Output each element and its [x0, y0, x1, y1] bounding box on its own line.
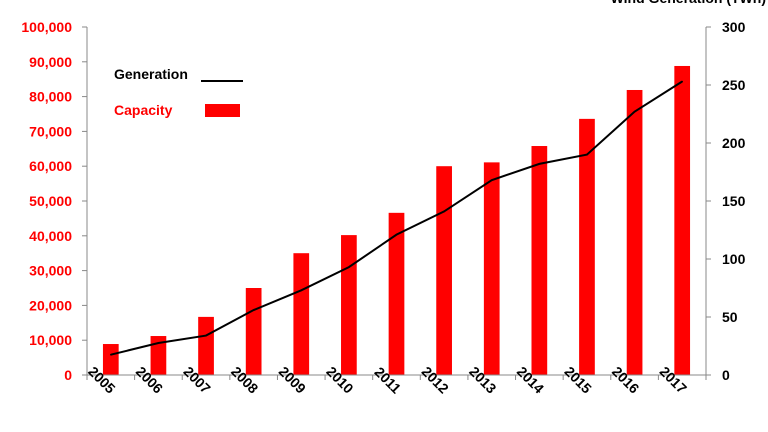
capacity-bar-2017 [674, 65, 691, 375]
generation-point-2017 [681, 80, 683, 83]
capacity-bar-2016 [626, 89, 643, 375]
generation-point-2013 [490, 179, 493, 181]
left-tick-label: 90,000 [29, 54, 72, 70]
left-tick-label: 100,000 [21, 19, 72, 35]
capacity-bar-2006 [150, 336, 167, 375]
generation-point-2008 [252, 309, 255, 311]
legend-generation-label: Generation [114, 66, 188, 82]
capacity-bar-2011 [388, 212, 405, 375]
capacity-bar-2007 [198, 316, 214, 375]
generation-point-2005 [110, 353, 112, 356]
generation-point-2012 [443, 210, 445, 213]
right-tick-label: 0 [722, 367, 730, 383]
right-tick-label: 100 [722, 251, 746, 267]
generation-point-2009 [300, 289, 303, 292]
capacity-bar-2013 [483, 162, 500, 375]
capacity-bar-2010 [341, 235, 357, 375]
left-tick-label: 70,000 [29, 123, 72, 139]
left-tick-label: 60,000 [29, 158, 72, 174]
right-tick-label: 200 [722, 135, 746, 151]
left-tick-label: 30,000 [29, 263, 72, 279]
legend-capacity-label: Capacity [114, 102, 173, 118]
left-tick-label: 80,000 [29, 89, 72, 105]
right-tick-label: 250 [722, 77, 746, 93]
capacity-bar-2005 [102, 344, 119, 375]
right-tick-label: 300 [722, 19, 746, 35]
generation-point-2010 [348, 266, 350, 268]
generation-point-2014 [538, 163, 541, 165]
right-axis-label: Wind Generation (TWh) [611, 0, 766, 6]
left-tick-label: 10,000 [29, 332, 72, 348]
generation-point-2006 [157, 342, 160, 344]
capacity-bar-2009 [293, 253, 310, 375]
right-tick-label: 150 [722, 193, 746, 209]
capacity-bar-2015 [579, 118, 595, 375]
capacity-bar-2008 [245, 288, 262, 375]
capacity-bar-2014 [531, 146, 548, 375]
right-tick-label: 50 [722, 309, 738, 325]
generation-point-2011 [395, 233, 398, 236]
left-tick-label: 40,000 [29, 228, 72, 244]
left-tick-label: 50,000 [29, 193, 72, 209]
legend-capacity-swatch [205, 104, 240, 117]
generation-point-2007 [205, 334, 207, 337]
generation-point-2015 [586, 153, 588, 156]
generation-point-2016 [633, 110, 636, 113]
left-tick-label: 20,000 [29, 297, 72, 313]
capacity-bar-2012 [436, 166, 452, 375]
left-tick-label: 0 [64, 367, 72, 383]
